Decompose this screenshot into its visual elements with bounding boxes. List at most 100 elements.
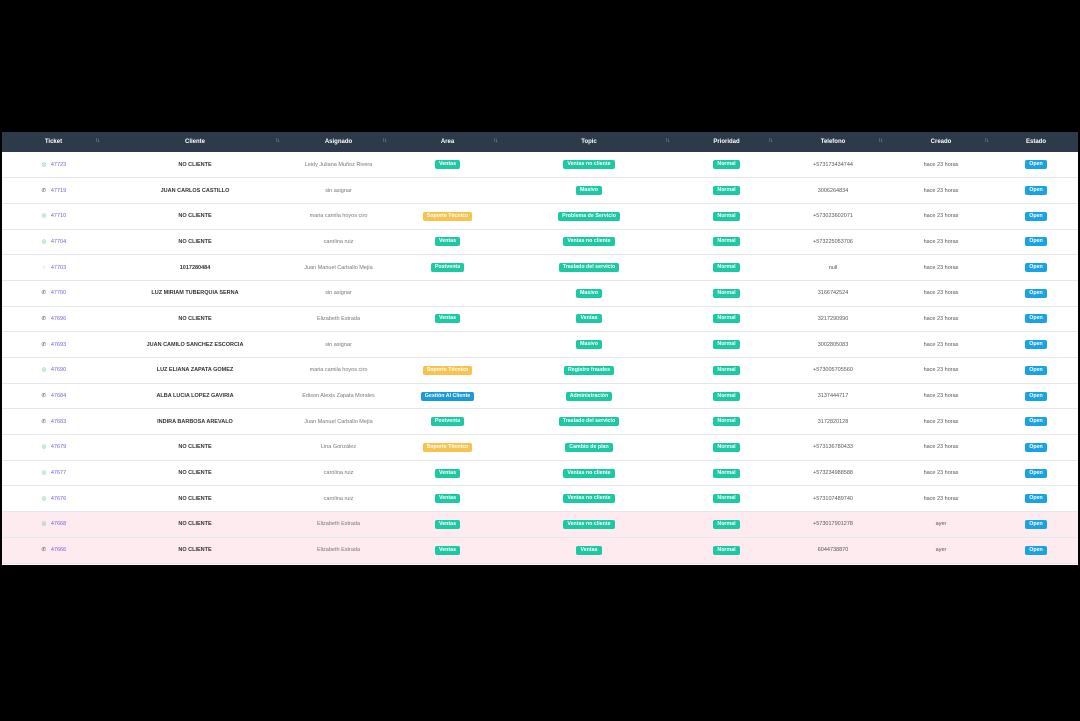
table-row[interactable]: ✆ 47700 LUZ MIRIAM TUBERQUIA SERNA sin asig… [2, 280, 1078, 307]
table-row[interactable]: ◎ 47690 LUZ ELIANA ZAPATA GOMEZ maria camil… [2, 358, 1078, 384]
ticket-link[interactable]: 47704 [50, 238, 67, 245]
telefono-cell: +573234988588 [813, 470, 853, 477]
ticket-link[interactable]: 47679 [50, 444, 67, 451]
status-badge[interactable]: Open [1025, 340, 1047, 350]
sort-icon[interactable]: ↑↓ [493, 138, 498, 144]
sort-icon[interactable]: ↑↓ [382, 138, 387, 144]
prioridad-cell: Normal [675, 435, 778, 461]
asignado-cell: sin asignar [325, 290, 352, 297]
col-header-cliente[interactable]: Cliente ↑↓ [105, 132, 285, 152]
table-row[interactable]: ✆ 47719 JUAN CARLOS CASTILLO sin asignar Mas… [2, 178, 1078, 204]
table-row[interactable]: ◎ 47668 NO CLIENTE Elizabeth Estrada Ventas V… [2, 511, 1078, 538]
ticket-cell[interactable]: ✆ 47696 [2, 306, 105, 332]
table-row[interactable]: ✆ 47684 ALBA LUCIA LOPEZ GAVIRIA Edison Ale… [2, 383, 1078, 409]
status-badge[interactable]: Open [1025, 288, 1047, 298]
sort-icon[interactable]: ↑↓ [984, 138, 989, 144]
ticket-cell[interactable]: ✆ 47684 [2, 383, 105, 409]
status-badge[interactable]: Open [1025, 263, 1047, 273]
sort-icon[interactable]: ↑↓ [275, 138, 280, 144]
col-header-telefono[interactable]: Telefono ↑↓ [778, 132, 888, 152]
status-badge[interactable]: Open [1025, 494, 1047, 504]
table-row[interactable]: ○ 47703 1017280484 Juan Manuel Carballo Mej… [2, 255, 1078, 281]
ticket-cell[interactable]: ✆ 47666 [2, 537, 105, 563]
asignado-cell: Juan Manuel Carballo Mejía [304, 264, 373, 271]
col-header-creado[interactable]: Creado ↑↓ [888, 132, 994, 152]
ticket-cell[interactable]: ◎ 47690 [2, 358, 105, 384]
telefono-cell: null [828, 264, 838, 271]
col-header-asignado[interactable]: Asignado ↑↓ [285, 132, 392, 152]
table-row[interactable]: ◎ 47679 NO CLIENTE Lina González Soporte Téc… [2, 435, 1078, 461]
col-header-area[interactable]: Area ↑↓ [392, 132, 503, 152]
ticket-link[interactable]: 47668 [50, 521, 67, 528]
cliente-cell: LUZ MIRIAM TUBERQUIA SERNA [151, 290, 239, 297]
ticket-link[interactable]: 47683 [50, 418, 67, 425]
sort-icon[interactable]: ↑↓ [665, 138, 670, 144]
sort-icon[interactable]: ↑↓ [878, 138, 883, 144]
topic-badge: Ventas no cliente [563, 160, 615, 170]
ticket-cell[interactable]: ◎ 47679 [2, 435, 105, 461]
col-header-topic[interactable]: Topic ↑↓ [503, 132, 675, 152]
status-badge[interactable]: Open [1025, 314, 1047, 324]
ticket-link[interactable]: 47719 [50, 187, 67, 194]
topic-badge: Masivo [576, 186, 602, 196]
ticket-link[interactable]: 47690 [50, 367, 67, 374]
status-badge[interactable]: Open [1025, 391, 1047, 401]
status-badge[interactable]: Open [1025, 186, 1047, 196]
status-badge[interactable]: Open [1025, 211, 1047, 221]
table-row[interactable]: ◎ 47710 NO CLIENTE maria camila hoyos ciro S… [2, 203, 1078, 230]
ticket-cell[interactable]: ◎ 47704 [2, 229, 105, 255]
status-badge[interactable]: Open [1025, 442, 1047, 452]
ticket-link[interactable]: 47710 [50, 213, 67, 220]
ticket-link[interactable]: 47666 [50, 547, 67, 554]
ticket-cell[interactable]: ◎ 47668 [2, 512, 105, 538]
status-badge[interactable]: Open [1025, 545, 1047, 555]
ticket-link[interactable]: 47703 [50, 264, 67, 271]
ticket-cell[interactable]: ✆ 47719 [2, 178, 105, 204]
ticket-link[interactable]: 47696 [50, 315, 67, 322]
ticket-cell[interactable]: ◎ 47677 [2, 460, 105, 486]
asignado-cell: Juan Manuel Carballo Mejía [304, 418, 373, 425]
ticket-cell[interactable]: ✆ 47700 [2, 280, 105, 306]
status-badge[interactable]: Open [1025, 365, 1047, 375]
col-header-estado[interactable]: Estado [994, 132, 1078, 152]
ticket-link[interactable]: 47693 [50, 341, 67, 348]
whatsapp-icon: ◎ [41, 521, 47, 528]
table-row[interactable]: ✆ 47666 NO CLIENTE Elizabeth Estrada Ventas V… [2, 537, 1078, 563]
priority-badge: Normal [713, 237, 740, 247]
status-badge[interactable]: Open [1025, 160, 1047, 170]
status-badge[interactable]: Open [1025, 237, 1047, 247]
ticket-cell[interactable]: ◎ 47710 [2, 203, 105, 229]
cliente-cell: NO CLIENTE [178, 495, 212, 502]
asignado-cell: maria camila hoyos ciro [309, 213, 368, 220]
ticket-cell[interactable]: ◎ 47676 [2, 486, 105, 512]
col-header-prioridad[interactable]: Prioridad ↑↓ [675, 132, 778, 152]
table-row[interactable]: ◎ 47676 NO CLIENTE carolina ruiz Ventas Venta… [2, 486, 1078, 512]
telefono-cell: 6044738870 [817, 547, 849, 554]
tickets-table: Ticket ↑↓ Cliente ↑↓ Asignado ↑↓ Area ↑↓ Top… [2, 132, 1078, 564]
table-row[interactable]: ✆ 47696 NO CLIENTE Elizabeth Estrada Ventas V… [2, 306, 1078, 332]
header-label: Estado [1025, 139, 1046, 145]
status-badge[interactable]: Open [1025, 519, 1047, 529]
sort-icon[interactable]: ↑↓ [768, 138, 773, 144]
status-badge[interactable]: Open [1025, 417, 1047, 427]
ticket-cell[interactable]: ✆ 47683 [2, 409, 105, 435]
ticket-link[interactable]: 47723 [50, 161, 67, 168]
table-row[interactable]: ◎ 47677 NO CLIENTE carolina ruiz Ventas Venta… [2, 460, 1078, 486]
ticket-link[interactable]: 47676 [50, 495, 67, 502]
table-row[interactable]: ✆ 47683 INDIRA BARBOSA AREVALO Juan Manuel … [2, 409, 1078, 435]
cliente-cell: INDIRA BARBOSA AREVALO [157, 418, 233, 425]
ticket-cell[interactable]: ✆ 47693 [2, 332, 105, 358]
table-row[interactable]: ◎ 47704 NO CLIENTE carolina ruiz Ventas Venta… [2, 229, 1078, 255]
ticket-cell[interactable]: ○ 47703 [2, 255, 105, 281]
table-row[interactable]: ✆ 47693 JUAN CAMILO SANCHEZ ESCORCIA sin as… [2, 332, 1078, 358]
sort-icon[interactable]: ↑↓ [95, 138, 100, 144]
estado-cell: Open [994, 332, 1078, 358]
ticket-link[interactable]: 47677 [50, 470, 67, 477]
col-header-ticket[interactable]: Ticket ↑↓ [2, 132, 105, 152]
table-row[interactable]: ◎ 47723 NO CLIENTE Leidy Juliana Muñoz Rive… [2, 152, 1078, 178]
status-badge[interactable]: Open [1025, 468, 1047, 478]
ticket-cell[interactable]: ◎ 47723 [2, 152, 105, 178]
topic-badge: Administración [565, 391, 613, 401]
ticket-link[interactable]: 47700 [50, 290, 67, 297]
ticket-link[interactable]: 47684 [50, 393, 67, 400]
